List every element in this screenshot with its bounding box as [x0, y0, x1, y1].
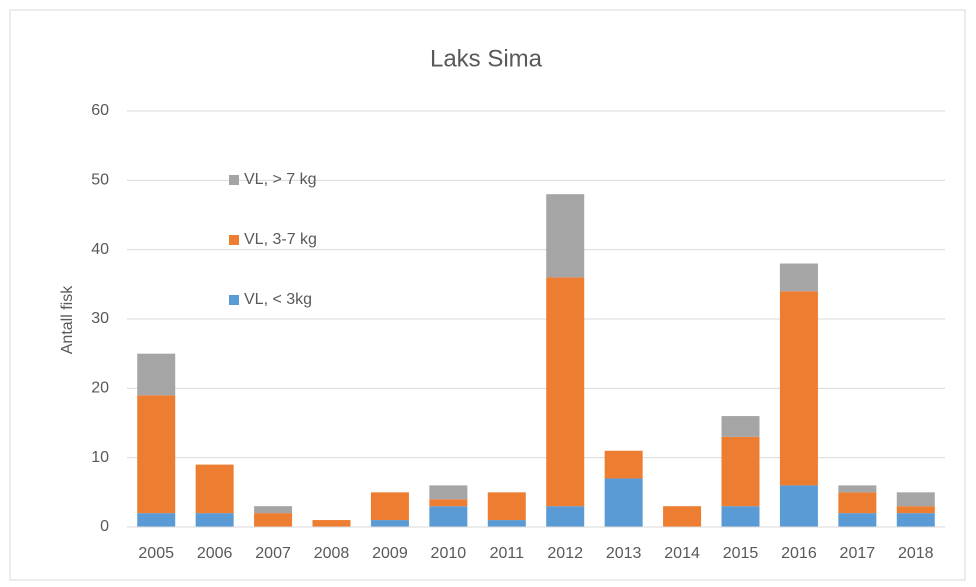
- y-tick-label: 0: [100, 518, 109, 535]
- bar-segment: [779, 263, 818, 292]
- y-axis-label: Antall fisk: [59, 285, 76, 354]
- y-tick-label: 50: [91, 172, 109, 189]
- x-tick-label: 2016: [781, 545, 817, 562]
- bar-segment: [546, 506, 585, 527]
- legend-label: VL, 3-7 kg: [244, 231, 317, 248]
- bar-segment: [546, 277, 585, 507]
- x-tick-label: 2011: [490, 545, 525, 562]
- bar-segment: [721, 416, 760, 437]
- legend-swatch: [229, 175, 239, 185]
- x-tick-label: 2017: [840, 545, 876, 562]
- x-tick-label: 2006: [197, 545, 233, 562]
- bar-segment: [721, 436, 760, 507]
- x-tick-label: 2008: [314, 545, 350, 562]
- bar-segment: [896, 492, 935, 507]
- x-tick-label: 2009: [372, 545, 408, 562]
- x-tick-label: 2012: [547, 545, 583, 562]
- bar-segment: [838, 485, 877, 493]
- bar-segment: [312, 520, 351, 527]
- x-tick-label: 2013: [606, 545, 642, 562]
- y-tick-label: 30: [91, 310, 109, 327]
- bar-segment: [487, 520, 526, 527]
- y-tick-label: 10: [91, 449, 109, 466]
- bar-segment: [137, 395, 176, 514]
- bar-segment: [546, 194, 585, 278]
- bar-segment: [838, 492, 877, 514]
- chart-title: Laks Sima: [430, 45, 543, 72]
- bar-segment: [838, 513, 877, 527]
- y-tick-label: 20: [91, 380, 109, 397]
- bar-segment: [604, 478, 643, 527]
- bar-segment: [370, 492, 409, 521]
- bar-segment: [137, 513, 176, 527]
- x-tick-label: 2007: [255, 545, 291, 562]
- bar-segment: [721, 506, 760, 527]
- legend-label: VL, > 7 kg: [244, 171, 317, 188]
- bar-segment: [896, 513, 935, 527]
- legend-label: VL, < 3kg: [244, 291, 312, 308]
- bar-segment: [137, 353, 176, 396]
- bar-segment: [604, 450, 643, 479]
- bar-segment: [429, 485, 468, 500]
- x-tick-label: 2014: [664, 545, 700, 562]
- y-tick-label: 40: [91, 241, 109, 258]
- legend-swatch: [229, 235, 239, 245]
- legend-swatch: [229, 295, 239, 305]
- bar-segment: [429, 506, 468, 527]
- bar-segment: [370, 520, 409, 527]
- bar-segment: [663, 506, 702, 527]
- bar-segment: [195, 464, 234, 514]
- bar-segment: [896, 506, 935, 514]
- bar-segment: [195, 513, 234, 527]
- bar-segment: [429, 499, 468, 507]
- bar-segment: [254, 506, 293, 514]
- bar-segment: [487, 492, 526, 521]
- x-tick-label: 2015: [723, 545, 759, 562]
- x-tick-label: 2005: [138, 545, 174, 562]
- y-tick-label: 60: [91, 102, 109, 119]
- x-tick-label: 2010: [431, 545, 467, 562]
- x-tick-label: 2018: [898, 545, 934, 562]
- bar-segment: [254, 513, 293, 527]
- bar-segment: [779, 485, 818, 527]
- bar-segment: [779, 291, 818, 486]
